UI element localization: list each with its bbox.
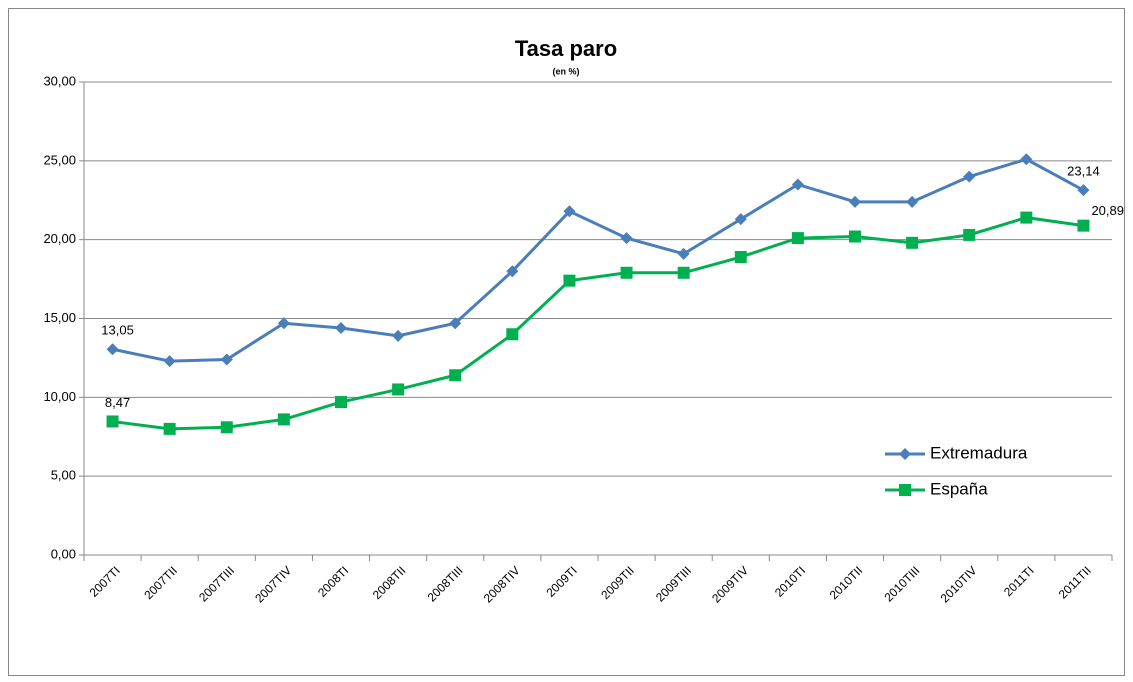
data-label: 20,89 xyxy=(1091,203,1124,218)
marker xyxy=(163,355,176,368)
marker xyxy=(963,228,976,241)
y-tick-label: 20,00 xyxy=(43,231,76,246)
marker xyxy=(620,232,633,245)
marker xyxy=(449,317,462,330)
marker xyxy=(734,213,747,226)
marker xyxy=(963,170,976,183)
marker xyxy=(277,413,290,426)
marker xyxy=(563,205,576,218)
marker xyxy=(506,265,519,278)
legend-label: España xyxy=(930,479,988,498)
marker xyxy=(677,247,690,260)
marker xyxy=(392,383,405,396)
y-tick-label: 0,00 xyxy=(51,546,76,561)
chart-title: Tasa paro xyxy=(515,36,617,61)
marker xyxy=(106,343,119,356)
marker xyxy=(1020,153,1033,166)
line xyxy=(112,157,1085,363)
marker xyxy=(220,353,233,366)
marker xyxy=(1020,211,1033,224)
marker xyxy=(220,421,233,434)
marker xyxy=(335,321,347,334)
marker xyxy=(106,415,119,428)
marker xyxy=(563,274,576,287)
y-tick-label: 15,00 xyxy=(43,310,76,325)
marker xyxy=(449,369,462,382)
marker xyxy=(277,317,290,330)
marker xyxy=(1077,184,1090,197)
marker xyxy=(734,251,747,264)
marker xyxy=(791,232,804,245)
legend-marker xyxy=(899,484,911,496)
marker xyxy=(1077,219,1090,232)
chart-subtitle: (en %) xyxy=(553,66,580,76)
marker xyxy=(906,236,919,249)
marker xyxy=(791,178,804,191)
marker xyxy=(849,195,861,208)
data-label: 8,47 xyxy=(105,395,130,410)
marker xyxy=(163,422,176,435)
marker xyxy=(906,195,919,208)
marker xyxy=(335,396,347,409)
marker xyxy=(506,328,519,341)
y-tick-label: 30,00 xyxy=(43,73,76,88)
legend-marker xyxy=(899,448,911,460)
y-tick-label: 25,00 xyxy=(43,152,76,167)
y-tick-label: 5,00 xyxy=(51,468,76,483)
legend-label: Extremadura xyxy=(930,443,1028,462)
data-label: 13,05 xyxy=(101,323,134,338)
marker xyxy=(392,329,405,342)
data-label: 23,14 xyxy=(1067,164,1100,179)
marker xyxy=(849,230,861,243)
y-tick-label: 10,00 xyxy=(43,389,76,404)
marker xyxy=(620,266,633,279)
marker xyxy=(677,266,690,279)
chart-border xyxy=(8,8,1125,676)
line xyxy=(112,216,1084,431)
